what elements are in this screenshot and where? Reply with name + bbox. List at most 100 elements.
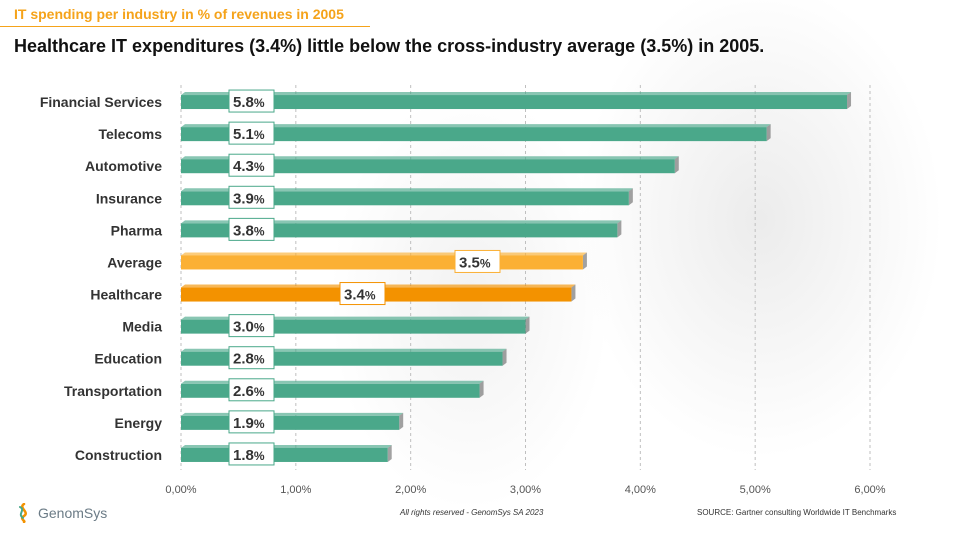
- data-label: 1.9%: [233, 415, 265, 432]
- data-label-unit: %: [254, 385, 265, 399]
- x-tick-label: 3,00%: [510, 484, 541, 496]
- category-label: Automotive: [85, 158, 162, 174]
- data-label-unit: %: [254, 449, 265, 463]
- data-label-value: 2.6: [233, 383, 254, 400]
- data-label-value: 3.4: [344, 287, 366, 304]
- bar: [181, 255, 583, 270]
- bar-top-face: [181, 92, 852, 96]
- data-label-box: [228, 89, 275, 113]
- bar: [181, 191, 629, 206]
- logo-text: GenomSys: [38, 505, 108, 521]
- data-label-box: [339, 282, 386, 306]
- data-label-value: 4.3: [233, 158, 254, 175]
- data-label-box: [454, 249, 501, 273]
- category-label: Healthcare: [90, 287, 162, 303]
- data-label-value: 3.8: [233, 222, 254, 239]
- slide-subtitle: IT spending per industry in % of revenue…: [14, 6, 344, 22]
- data-label-unit: %: [254, 160, 265, 174]
- x-tick-label: 0,00%: [165, 484, 196, 496]
- data-label-value: 3.0: [233, 319, 254, 336]
- bar-top-face: [181, 220, 622, 224]
- data-label-unit: %: [254, 321, 265, 335]
- bar-top-face: [181, 252, 587, 256]
- category-label: Education: [94, 351, 162, 367]
- x-tick-label: 6,00%: [854, 484, 885, 496]
- data-label-value: 5.8: [233, 94, 254, 111]
- bar-side-face: [617, 220, 622, 238]
- category-label: Financial Services: [40, 94, 162, 110]
- bar: [181, 95, 848, 110]
- category-label: Energy: [115, 415, 163, 431]
- data-label: 4.3%: [233, 158, 265, 175]
- category-label: Transportation: [64, 383, 162, 399]
- bar-side-face: [525, 316, 530, 334]
- data-label-value: 3.5: [459, 254, 480, 271]
- bar-layer: [181, 92, 852, 462]
- x-tick-label: 2,00%: [395, 484, 426, 496]
- data-label-box: [228, 442, 275, 466]
- slide-headline: Healthcare IT expenditures (3.4%) little…: [14, 36, 765, 56]
- data-label-unit: %: [254, 192, 265, 206]
- x-tick-label: 4,00%: [625, 484, 656, 496]
- data-label: 1.8%: [233, 447, 265, 464]
- bar-side-face: [674, 156, 679, 174]
- bar-side-face: [399, 412, 404, 430]
- genomsys-logo: GenomSys: [14, 503, 107, 523]
- bar: [181, 447, 388, 462]
- bar-top-face: [181, 412, 404, 416]
- bar-top-face: [181, 188, 633, 192]
- bar: [181, 223, 618, 238]
- bar-side-face: [571, 284, 576, 302]
- data-label: 3.9%: [233, 190, 265, 207]
- bar: [181, 127, 767, 142]
- data-label-unit: %: [254, 224, 265, 238]
- data-label-box: [228, 346, 275, 370]
- bar-side-face: [387, 444, 392, 462]
- data-label-box: [228, 378, 275, 402]
- category-label: Average: [107, 254, 162, 270]
- bar-side-face: [479, 380, 484, 398]
- data-label-box: [228, 410, 275, 434]
- label-layer: 0,00% 1,00% 2,00% 3,00% 4,00% 5,00% 6,00% Finan…: [40, 89, 886, 496]
- data-label-box: [228, 217, 275, 241]
- data-label-box: [228, 314, 275, 338]
- data-label-unit: %: [480, 256, 491, 270]
- data-label-unit: %: [254, 353, 265, 367]
- data-label: 5.1%: [233, 126, 265, 143]
- data-label: 3.4%: [344, 287, 376, 304]
- bar-top-face: [181, 156, 679, 160]
- data-label-value: 5.1: [233, 126, 254, 143]
- data-label: 2.6%: [233, 383, 265, 400]
- footer-rights: All rights reserved - GenomSys SA 2023: [400, 508, 544, 517]
- category-label: Construction: [75, 447, 162, 463]
- bar-top-face: [181, 444, 392, 448]
- genomsys-logo-icon: [19, 503, 27, 523]
- x-tick-label: 5,00%: [740, 484, 771, 496]
- bar: [181, 415, 400, 430]
- data-label-unit: %: [254, 128, 265, 142]
- bar-top-face: [181, 124, 771, 128]
- bar-side-face: [847, 92, 852, 110]
- bar-side-face: [502, 348, 507, 366]
- bar-side-face: [766, 124, 771, 142]
- bar: [181, 383, 480, 398]
- category-label: Media: [122, 319, 162, 335]
- data-label-value: 3.9: [233, 190, 254, 207]
- footer-source: SOURCE: Gartner consulting Worldwide IT …: [697, 508, 897, 517]
- data-label-value: 1.9: [233, 415, 254, 432]
- bar-top-face: [181, 380, 484, 384]
- category-label: Insurance: [96, 190, 162, 206]
- category-label: Pharma: [111, 222, 163, 238]
- category-label: Telecoms: [98, 126, 162, 142]
- data-label: 2.8%: [233, 351, 265, 368]
- data-label: 3.5%: [459, 254, 491, 271]
- data-label-unit: %: [365, 289, 376, 303]
- subtitle-rule: [0, 26, 370, 27]
- data-label-box: [228, 185, 275, 209]
- bar: [181, 159, 675, 174]
- data-label-unit: %: [254, 417, 265, 431]
- data-label: 5.8%: [233, 94, 265, 111]
- data-label-value: 1.8: [233, 447, 254, 464]
- bar-side-face: [628, 188, 633, 206]
